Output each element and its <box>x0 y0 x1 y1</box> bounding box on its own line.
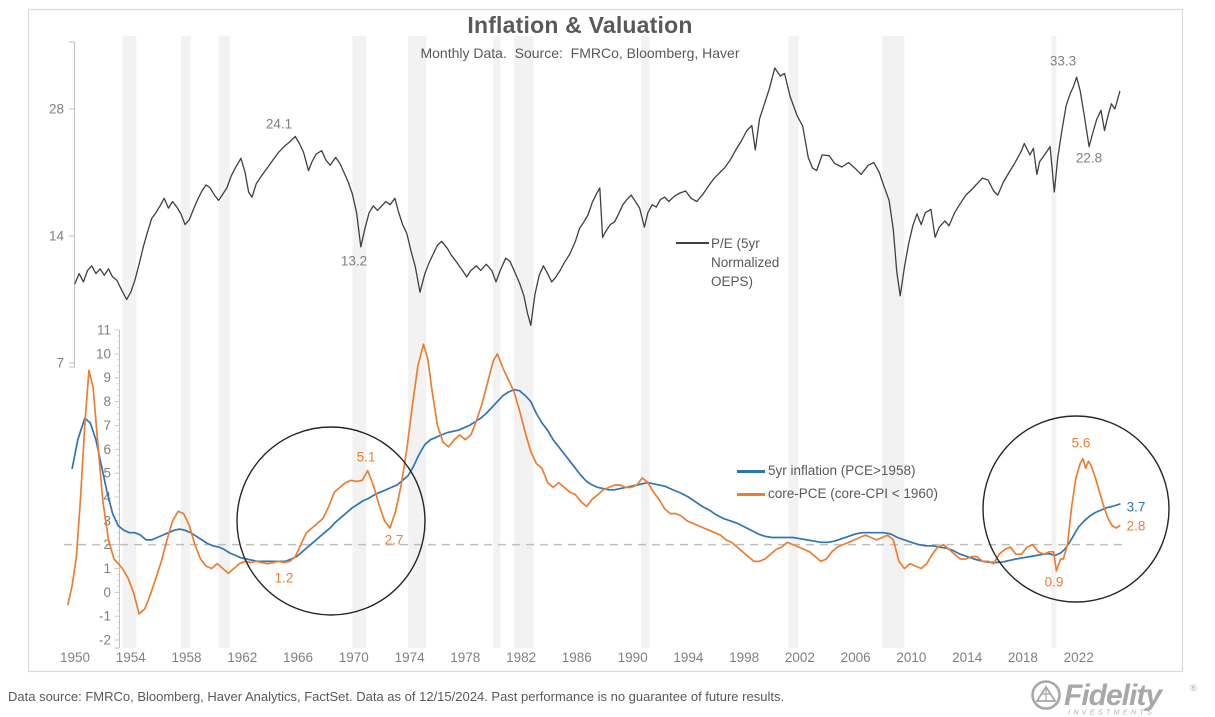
svg-text:24.1: 24.1 <box>266 117 292 132</box>
fidelity-logo-tagline: INVESTMENTS <box>1068 710 1155 717</box>
svg-text:14: 14 <box>49 229 65 244</box>
recession-bands <box>122 36 1057 648</box>
registered-trademark-icon: ® <box>1190 683 1197 693</box>
svg-text:1994: 1994 <box>673 650 704 665</box>
svg-text:1958: 1958 <box>171 650 201 665</box>
svg-text:13.2: 13.2 <box>341 254 367 269</box>
svg-text:6: 6 <box>103 442 111 457</box>
svg-text:10: 10 <box>96 346 111 361</box>
svg-text:8: 8 <box>103 394 111 409</box>
x-axis-labels: 1950 1954 1958 1962 1966 1970 1974 1978 1982 1986… <box>60 650 1094 665</box>
svg-text:5.6: 5.6 <box>1072 436 1091 451</box>
svg-text:5.1: 5.1 <box>357 450 376 465</box>
svg-text:0: 0 <box>103 585 111 600</box>
svg-text:1970: 1970 <box>339 650 369 665</box>
svg-text:28: 28 <box>49 102 64 117</box>
svg-text:2006: 2006 <box>841 650 871 665</box>
pe-axis: 28 14 7 <box>49 41 75 371</box>
svg-text:1978: 1978 <box>450 650 480 665</box>
svg-text:7: 7 <box>56 356 64 371</box>
svg-text:-1: -1 <box>99 609 111 624</box>
fidelity-logo: Fidelity ® INVESTMENTS <box>1031 679 1197 717</box>
svg-text:22.8: 22.8 <box>1076 151 1102 166</box>
svg-text:7: 7 <box>103 418 111 433</box>
svg-text:1: 1 <box>103 561 111 576</box>
svg-text:1998: 1998 <box>729 650 759 665</box>
svg-text:1966: 1966 <box>283 650 313 665</box>
fidelity-pyramid-icon <box>1031 680 1061 710</box>
svg-text:2002: 2002 <box>785 650 815 665</box>
svg-text:1990: 1990 <box>618 650 648 665</box>
pe-legend-label: P/E (5yr Normalized OEPS) <box>711 236 780 289</box>
svg-text:1986: 1986 <box>562 650 592 665</box>
chart-title: Inflation & Valuation <box>467 12 693 38</box>
highlight-circles <box>236 415 1170 616</box>
svg-text:11: 11 <box>97 323 111 338</box>
svg-text:1950: 1950 <box>60 650 90 665</box>
core-pce-legend-label: core-PCE (core-CPI < 1960) <box>768 486 938 501</box>
svg-text:1982: 1982 <box>506 650 536 665</box>
inflation-line-swatch <box>737 470 765 473</box>
svg-text:2022: 2022 <box>1064 650 1094 665</box>
svg-text:0.9: 0.9 <box>1045 575 1064 590</box>
svg-text:33.3: 33.3 <box>1050 54 1076 69</box>
value-annotations: 24.1 13.2 33.3 22.8 5.1 2.7 1.2 5.6 0.9 3.7 2.8 <box>266 54 1146 590</box>
svg-text:1954: 1954 <box>116 650 147 665</box>
fidelity-logo-wordmark: Fidelity <box>1064 679 1163 712</box>
svg-text:5: 5 <box>103 466 111 481</box>
svg-text:-2: -2 <box>99 633 111 648</box>
svg-text:2: 2 <box>103 537 111 552</box>
svg-text:1.2: 1.2 <box>275 571 294 586</box>
core-pce-line-swatch <box>737 493 765 496</box>
series-lines <box>67 67 1121 615</box>
svg-text:3: 3 <box>103 513 111 528</box>
svg-text:2010: 2010 <box>896 650 926 665</box>
svg-text:9: 9 <box>103 370 111 385</box>
chart-subtitle: Monthly Data. Source: FMRCo, Bloomberg, … <box>420 45 740 61</box>
plot-frame <box>27 8 1184 673</box>
svg-text:2014: 2014 <box>952 650 983 665</box>
inflation-legend-label: 5yr inflation (PCE>1958) <box>768 463 916 478</box>
svg-text:1974: 1974 <box>395 650 426 665</box>
svg-text:2.8: 2.8 <box>1127 519 1146 534</box>
footer-disclaimer: Data source: FMRCo, Bloomberg, Haver Ana… <box>8 689 785 704</box>
svg-text:2.7: 2.7 <box>385 533 404 548</box>
svg-text:1962: 1962 <box>227 650 257 665</box>
svg-text:2018: 2018 <box>1008 650 1038 665</box>
pe-line-swatch <box>676 242 709 244</box>
svg-text:3.7: 3.7 <box>1127 500 1146 515</box>
